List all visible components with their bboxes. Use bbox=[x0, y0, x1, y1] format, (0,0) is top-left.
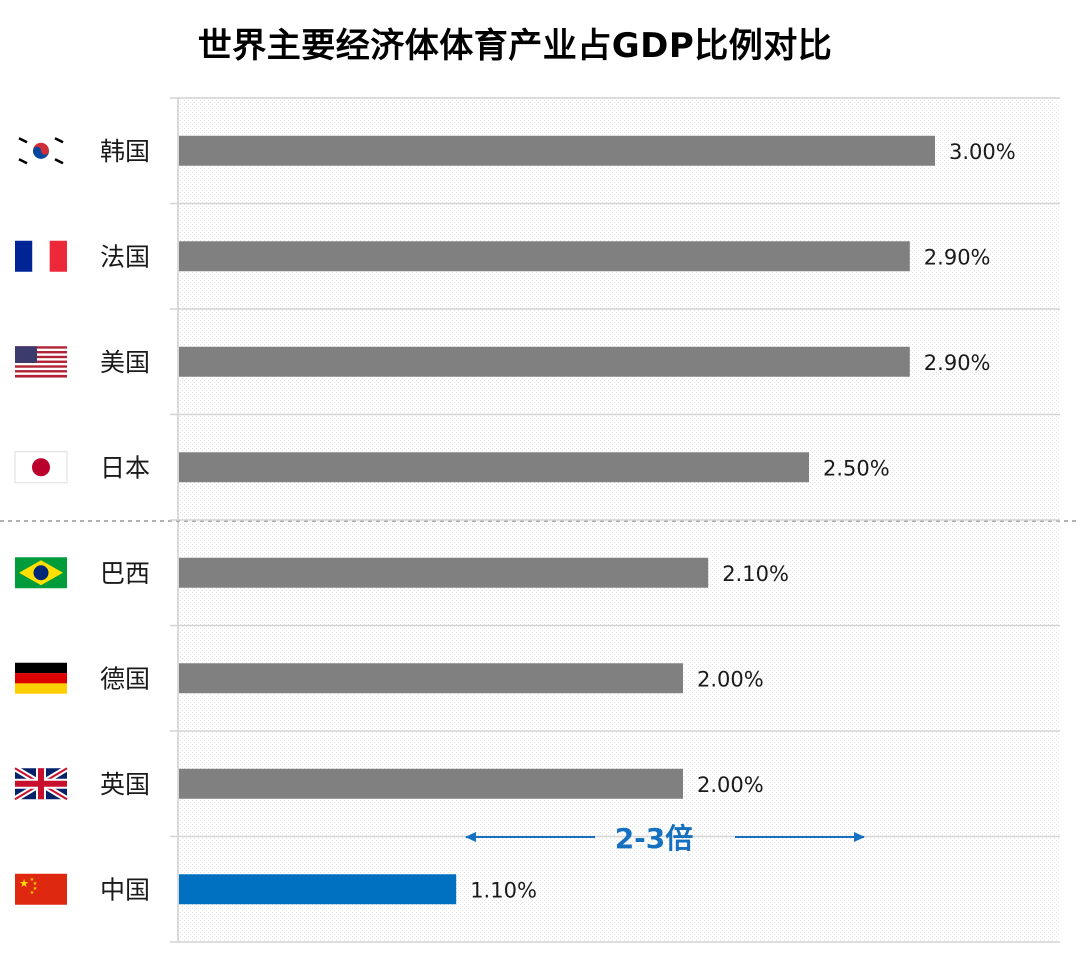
flag-part: ★ bbox=[30, 890, 35, 896]
flag-part bbox=[32, 240, 50, 272]
flag-part bbox=[15, 351, 67, 354]
flag-part: ★ bbox=[30, 877, 35, 883]
france-flag-icon bbox=[15, 240, 67, 272]
flag-part bbox=[15, 662, 67, 674]
china-flag-icon: ★ ★★★★ bbox=[15, 873, 67, 905]
category-label-0: 韩国 bbox=[100, 137, 150, 166]
flag-part: ★ bbox=[33, 881, 38, 887]
data-label-0: 3.00% bbox=[949, 140, 1016, 164]
bar-6 bbox=[179, 768, 683, 799]
data-label-4: 2.10% bbox=[722, 562, 789, 586]
data-label-3: 2.50% bbox=[823, 456, 890, 480]
flag-part bbox=[15, 353, 67, 357]
annotation-label: 2-3倍 bbox=[615, 822, 694, 855]
flag-part bbox=[15, 360, 67, 364]
flag-part bbox=[15, 780, 67, 787]
category-label-7: 中国 bbox=[100, 875, 150, 904]
flag-part bbox=[15, 358, 67, 361]
bar-7 bbox=[179, 874, 457, 905]
flag-part bbox=[54, 158, 64, 165]
category-label-3: 日本 bbox=[100, 453, 150, 482]
flag-part bbox=[15, 346, 37, 363]
data-label-7: 1.10% bbox=[470, 878, 537, 902]
data-label-5: 2.00% bbox=[697, 667, 764, 691]
category-label-6: 英国 bbox=[100, 770, 150, 799]
flag-part: ★ bbox=[19, 877, 29, 890]
category-label-2: 美国 bbox=[100, 348, 150, 377]
flag-part bbox=[49, 240, 67, 272]
germany-flag-icon bbox=[15, 662, 67, 694]
bar-1 bbox=[179, 241, 910, 272]
flag-part bbox=[15, 367, 67, 371]
chart-title: 世界主要经济体体育产业占GDP比例对比 bbox=[197, 26, 833, 66]
flag-part bbox=[15, 355, 67, 359]
data-label-6: 2.00% bbox=[697, 773, 764, 797]
category-label-5: 德国 bbox=[100, 664, 150, 693]
bar-0 bbox=[179, 135, 935, 166]
flag-part bbox=[54, 137, 64, 144]
bar-3 bbox=[179, 452, 809, 483]
flag-part bbox=[15, 673, 67, 684]
data-label-1: 2.90% bbox=[924, 245, 991, 269]
flag-part bbox=[33, 146, 49, 159]
flag-part bbox=[32, 458, 50, 477]
flag-part: ★ bbox=[33, 886, 38, 892]
usa-flag-icon bbox=[15, 346, 67, 378]
bar-4 bbox=[179, 557, 709, 588]
data-label-2: 2.90% bbox=[924, 351, 991, 375]
flag-part bbox=[15, 683, 67, 694]
brazil-flag-icon bbox=[15, 557, 67, 589]
flag-part bbox=[15, 374, 67, 378]
japan-flag-icon bbox=[14, 451, 68, 484]
flag-part bbox=[18, 158, 28, 165]
flag-part bbox=[15, 240, 33, 272]
flag-part bbox=[15, 362, 67, 366]
flag-part bbox=[18, 137, 28, 144]
korea-flag-icon bbox=[15, 135, 67, 167]
flag-part bbox=[15, 372, 67, 376]
bar-2 bbox=[179, 346, 910, 377]
category-label-1: 法国 bbox=[100, 242, 150, 271]
flag-part bbox=[33, 565, 49, 581]
flag-part bbox=[15, 348, 67, 352]
flag-part bbox=[15, 365, 67, 369]
flag-part bbox=[15, 873, 67, 905]
category-label-4: 巴西 bbox=[100, 559, 150, 588]
bar-5 bbox=[179, 663, 683, 694]
flag-part bbox=[15, 346, 67, 349]
uk-flag-icon bbox=[13, 765, 69, 802]
flag-part bbox=[15, 370, 67, 373]
